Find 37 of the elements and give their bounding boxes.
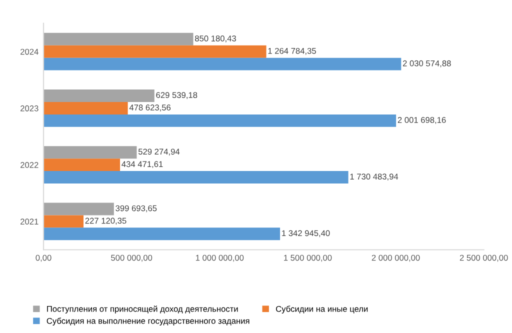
- bar: [44, 102, 128, 114]
- y-tick-label: 2023: [20, 105, 38, 112]
- x-tick-label: 2 500 000,00: [460, 254, 508, 262]
- bar: [44, 45, 266, 58]
- x-tick-label: 2 000 000,00: [372, 254, 420, 262]
- bar: [44, 228, 280, 240]
- x-tick-label: 1 500 000,00: [284, 254, 332, 262]
- data-label: 227 120,35: [85, 218, 126, 225]
- data-label: 2 001 698,16: [398, 117, 446, 124]
- data-label: 850 180,43: [195, 35, 236, 42]
- bar: [44, 202, 114, 216]
- bar: [44, 114, 396, 127]
- y-tick-label: 2022: [20, 162, 38, 168]
- bar: [44, 90, 154, 102]
- data-label: 529 274,94: [138, 148, 180, 156]
- y-tick-label: 2021: [20, 218, 38, 225]
- x-tick-label: 500 000,00: [111, 254, 152, 262]
- bar: [44, 58, 402, 70]
- bar: [44, 158, 120, 172]
- bar: [44, 32, 194, 46]
- legend-label: Субсидии на иные цели: [276, 306, 368, 314]
- legend-label: Поступления от приносящей доход деятельности: [47, 306, 238, 314]
- data-label: 1 342 945,40: [282, 230, 330, 238]
- y-tick-label: 2024: [20, 48, 38, 55]
- data-label: 399 693,65: [116, 205, 157, 212]
- data-label: 1 264 784,35: [268, 48, 316, 55]
- data-label: 478 623,56: [129, 104, 171, 112]
- bar: [44, 171, 348, 184]
- bar: [44, 215, 84, 228]
- data-label: 629 539,18: [156, 92, 198, 99]
- data-label: 434 471,61: [122, 161, 163, 168]
- legend-label: Субсидия на выполнение государственного задания: [46, 318, 250, 326]
- x-tick-label: 0,00: [36, 254, 52, 262]
- x-tick-label: 1 000 000,00: [196, 254, 244, 262]
- bar: [44, 146, 137, 159]
- data-label: 1 730 483,94: [350, 174, 398, 181]
- data-label: 2 030 574,88: [402, 60, 451, 68]
